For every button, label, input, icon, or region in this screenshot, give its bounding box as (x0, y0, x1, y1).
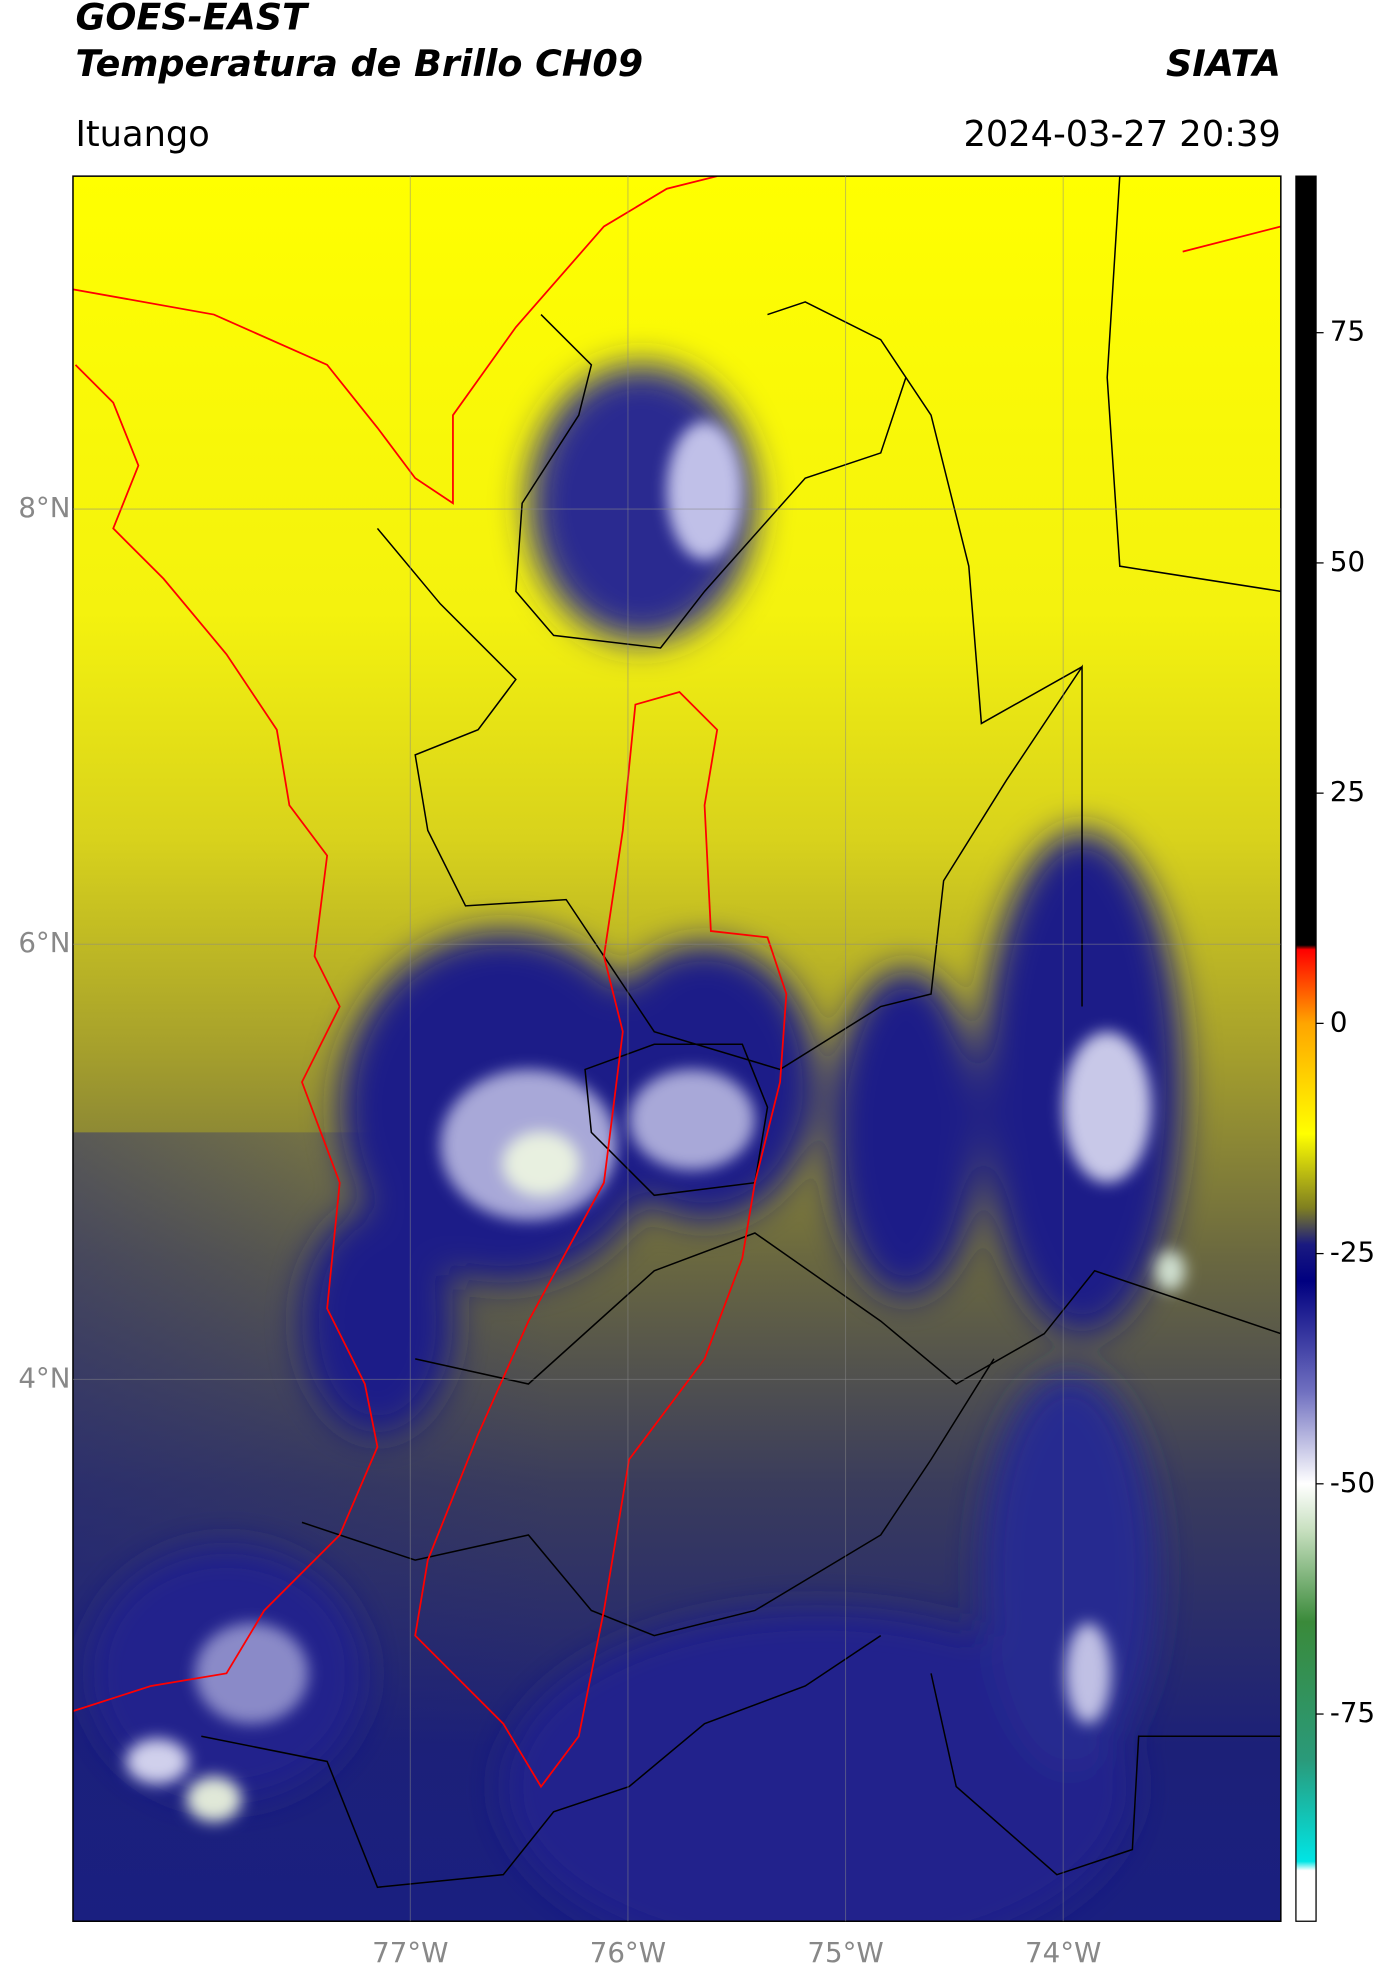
lon-label: 77°W (372, 1936, 448, 1969)
subtitle: Temperatura de Brillo CH09 (75, 42, 643, 85)
lat-label: 6°N (18, 926, 70, 959)
title: GOES-EAST (75, 0, 310, 38)
satellite-image (72, 176, 1281, 1922)
colorbar-fill (1295, 175, 1317, 1922)
lon-label: 75°W (807, 1936, 883, 1969)
colorbar-tick-label: -75 (1330, 1696, 1375, 1729)
lon-label: 76°W (590, 1936, 666, 1969)
geo-grid: 77°W 76°W 75°W 74°W 8°N 6°N 4°N (18, 176, 1281, 1969)
colorbar-tick-label: 50 (1330, 545, 1365, 578)
lat-label: 4°N (18, 1361, 70, 1394)
brand: SIATA (1166, 42, 1281, 85)
location: Ituango (75, 114, 209, 155)
lon-label: 74°W (1025, 1936, 1101, 1969)
colorbar-tick-label: -25 (1330, 1236, 1375, 1269)
colorbar-tick-label: 25 (1330, 775, 1365, 808)
datetime: 2024-03-27 20:39 (963, 114, 1280, 155)
colorbar: 75 50 25 0 -25 -50 -75 (1295, 175, 1375, 1922)
colorbar-tick-label: 0 (1330, 1005, 1348, 1038)
colorbar-tick-label: 75 (1330, 315, 1365, 348)
map-frame (72, 175, 1282, 1922)
colorbar-tick-label: -50 (1330, 1466, 1375, 1499)
lat-label: 8°N (18, 491, 70, 524)
